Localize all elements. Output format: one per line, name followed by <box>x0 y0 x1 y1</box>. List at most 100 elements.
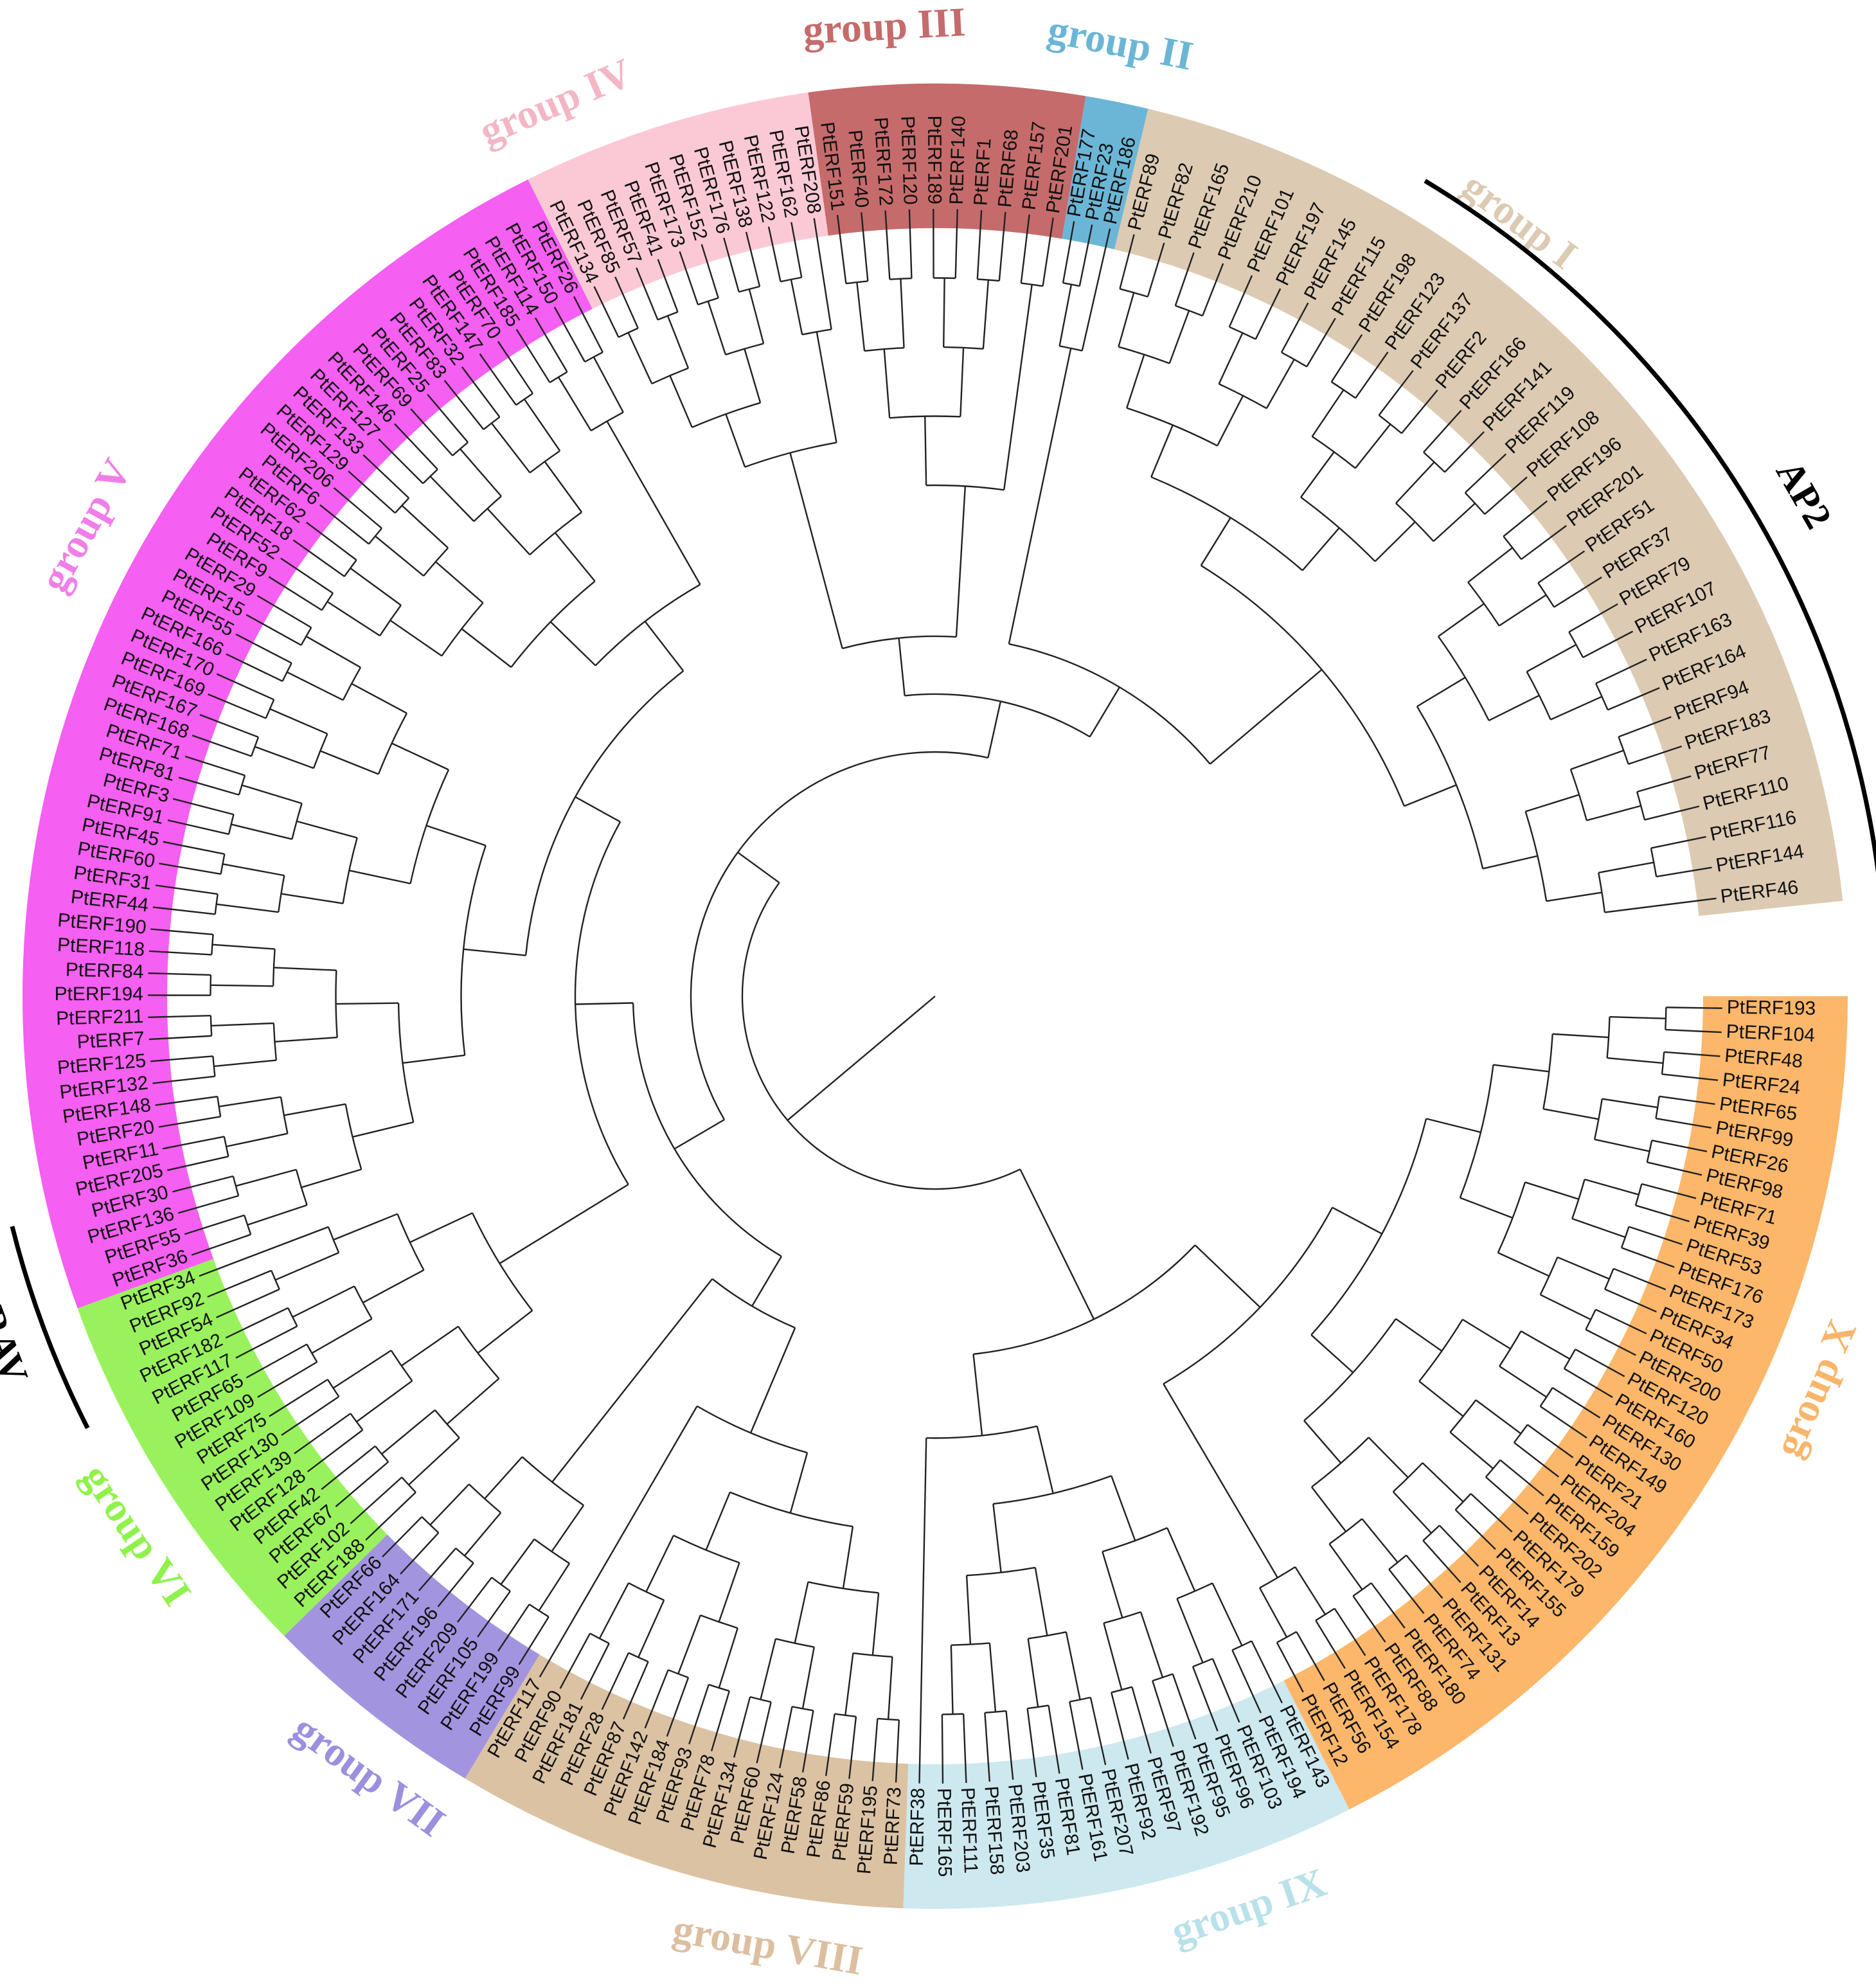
backbone-branch <box>898 638 906 696</box>
branch <box>378 438 424 485</box>
branch <box>402 1054 465 1064</box>
branch <box>281 1396 339 1436</box>
branch <box>148 1014 211 1018</box>
branch <box>1438 1525 1479 1567</box>
branch <box>1306 318 1336 368</box>
branch <box>1139 1611 1164 1678</box>
branch-join <box>397 1003 415 1123</box>
branch <box>1546 891 1602 902</box>
branch <box>801 1647 815 1709</box>
branch <box>1310 1334 1354 1373</box>
branch <box>1552 1033 1609 1039</box>
branch <box>148 1035 212 1041</box>
backbone-branch <box>575 1002 634 1005</box>
branch <box>307 1429 364 1472</box>
branch <box>1521 524 1567 560</box>
leaf-label: PtERF165 <box>933 1788 955 1877</box>
branch <box>1089 1697 1107 1766</box>
branch <box>1300 451 1335 498</box>
branch-join <box>708 1683 730 1692</box>
branch-join <box>1352 1582 1372 1597</box>
branch-join <box>452 442 469 456</box>
branch <box>497 341 533 394</box>
branch <box>1406 1555 1443 1599</box>
branch <box>1621 1247 1675 1268</box>
branch <box>427 393 469 443</box>
backbone-branch <box>1008 348 1072 645</box>
branch <box>801 1710 814 1773</box>
branch <box>1659 1095 1715 1105</box>
branch-join <box>374 1445 389 1463</box>
branch <box>192 735 252 757</box>
branch <box>1303 1420 1342 1464</box>
branch <box>292 539 345 577</box>
branch <box>760 1638 777 1700</box>
branch <box>352 1121 414 1138</box>
backbone-branch <box>1019 1168 1095 1320</box>
branch <box>1042 217 1054 287</box>
branch-join <box>379 604 402 636</box>
branch <box>538 1562 571 1611</box>
branch <box>1388 1569 1425 1615</box>
branch <box>148 972 211 976</box>
branch <box>1553 577 1602 608</box>
leaf-label: PtERF38 <box>906 1787 929 1866</box>
branch <box>960 347 965 417</box>
branch-join <box>1300 496 1376 562</box>
branch-join <box>889 277 912 280</box>
branch <box>294 1413 352 1454</box>
ap2-clade-arc <box>1424 179 1876 873</box>
branch-join <box>312 733 328 769</box>
branch <box>1647 1161 1702 1176</box>
branch <box>679 251 699 305</box>
branch <box>394 423 438 470</box>
branch <box>1607 687 1660 711</box>
backbone-branch <box>674 1118 725 1150</box>
branch <box>319 750 379 775</box>
branch <box>789 1452 808 1514</box>
branch <box>1651 1140 1708 1152</box>
branch <box>1395 461 1435 504</box>
backbone-branch <box>749 1327 796 1433</box>
branch-join <box>780 276 802 283</box>
branch <box>356 1380 413 1423</box>
branch-join <box>591 411 624 432</box>
branch <box>1550 695 1603 720</box>
branch <box>1656 1118 1711 1129</box>
branch <box>1005 1710 1014 1780</box>
branch <box>287 671 344 701</box>
branch <box>351 683 407 714</box>
branch <box>257 1361 317 1398</box>
branch <box>1664 1051 1720 1057</box>
branch <box>210 984 274 987</box>
branch <box>707 301 727 355</box>
branch <box>1521 1330 1571 1360</box>
branch <box>844 1652 854 1715</box>
branch <box>1354 424 1391 469</box>
branch-join <box>926 484 1005 491</box>
backbone-branch <box>987 701 1002 758</box>
branch-join <box>738 285 760 293</box>
branch <box>1543 1108 1599 1120</box>
branch <box>1449 1431 1494 1469</box>
branch <box>950 1645 954 1715</box>
branch-join <box>515 393 533 406</box>
branch <box>984 1712 991 1782</box>
branch <box>644 621 684 672</box>
branch <box>1374 521 1416 562</box>
branch <box>305 635 361 668</box>
branch <box>614 276 639 329</box>
branch-join <box>1126 407 1218 447</box>
branch <box>362 454 409 499</box>
branch <box>1118 292 1135 347</box>
leaf-label: PtERF73 <box>880 1787 906 1866</box>
branch <box>1301 527 1340 571</box>
branch <box>1552 1387 1601 1418</box>
branch <box>211 1022 274 1027</box>
branch <box>1280 302 1309 353</box>
branch-join <box>1661 1051 1665 1075</box>
branch <box>1081 228 1111 351</box>
branch <box>1355 352 1389 399</box>
leaf-label: PtERF211 <box>56 1006 144 1030</box>
branch <box>292 1285 355 1318</box>
